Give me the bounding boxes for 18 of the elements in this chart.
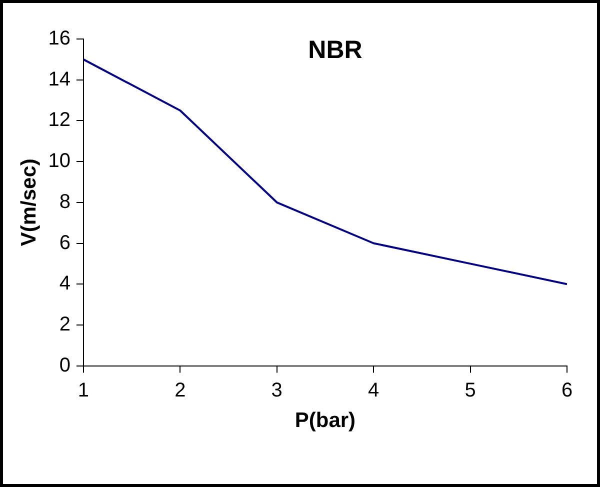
y-tick-label: 0 [59, 354, 70, 376]
x-tick-label: 5 [464, 379, 476, 402]
x-tick-label: 4 [368, 379, 380, 402]
x-tick-label: 1 [78, 379, 90, 402]
x-tick-label: 2 [174, 379, 186, 402]
y-tick-label: 12 [48, 109, 70, 132]
y-tick-label: 10 [48, 150, 70, 172]
y-tick-label: 8 [59, 190, 70, 213]
y-tick-label: 14 [48, 68, 70, 90]
x-axis-title: P(bar) [294, 409, 356, 432]
x-tick-label: 3 [271, 379, 282, 402]
x-tick-label: 6 [561, 379, 573, 402]
y-tick-label: 2 [59, 313, 70, 336]
y-axis-title: V(m/sec) [17, 158, 40, 246]
y-tick-label: 16 [48, 28, 70, 50]
chart-title: NBR [308, 36, 362, 64]
y-tick-label: 4 [59, 272, 70, 295]
y-tick-label: 6 [59, 232, 70, 254]
